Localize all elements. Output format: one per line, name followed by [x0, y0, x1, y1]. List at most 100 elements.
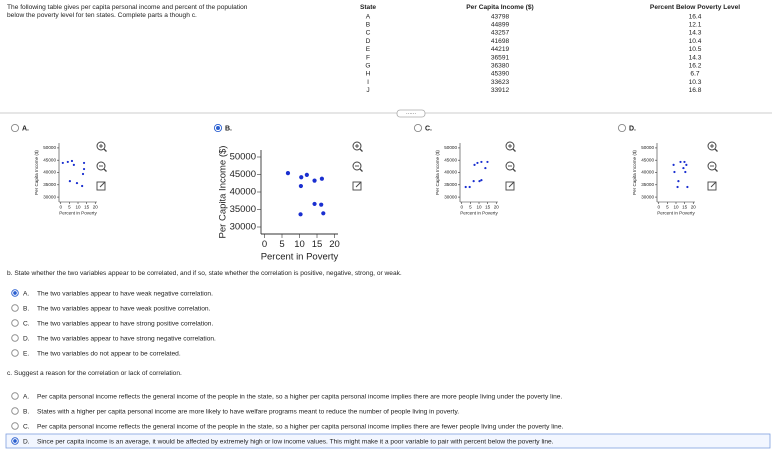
table-cell: 10.3	[689, 79, 702, 86]
y-axis-title: Per Capita Income ($)	[218, 146, 229, 239]
zoom-handle	[103, 148, 107, 152]
point	[464, 185, 467, 189]
table-header: Per Capita Income ($)	[466, 4, 533, 11]
zoom-handle	[359, 148, 363, 152]
zoom-icon[interactable]	[707, 161, 717, 171]
point	[683, 160, 686, 164]
x-axis-title: Percent in Poverty	[657, 210, 695, 215]
radio[interactable]	[11, 422, 19, 430]
table-cell: G	[365, 62, 370, 69]
point	[480, 179, 483, 182]
table-cell: F	[366, 54, 370, 61]
point	[66, 160, 69, 164]
radio[interactable]	[617, 123, 627, 133]
zoom-icon[interactable]	[352, 141, 362, 151]
y-tick-label: 35000	[230, 204, 256, 215]
table-cell: 33912	[491, 87, 510, 94]
table-cell: 36380	[491, 62, 510, 69]
y-tick-label: 45000	[230, 169, 256, 180]
option-label: B.	[23, 305, 29, 312]
y-tick-label: 45000	[641, 157, 654, 162]
x-tick-label: 20	[494, 204, 500, 209]
point	[75, 181, 79, 185]
zoom-icon[interactable]	[505, 141, 515, 151]
open-icon[interactable]	[505, 181, 515, 191]
table-cell: 10.4	[689, 38, 702, 45]
radio[interactable]	[11, 407, 19, 415]
y-tick-label: 50000	[444, 145, 457, 150]
open-arrow	[710, 181, 717, 188]
x-axis-title: Percent in Poverty	[460, 210, 498, 215]
table-cell: 36591	[491, 54, 510, 61]
y-tick-label: 45000	[444, 157, 457, 162]
zoom-icon[interactable]	[505, 161, 515, 171]
open-icon[interactable]	[96, 181, 106, 191]
handle-dots: ······	[406, 111, 416, 117]
point	[484, 166, 487, 170]
point	[61, 161, 64, 165]
option-label: D.	[23, 335, 30, 342]
zoom-handle	[359, 168, 363, 172]
zoom-icon[interactable]	[96, 141, 106, 151]
y-tick-label: 30000	[444, 194, 457, 199]
radio[interactable]	[11, 334, 19, 342]
table-cell: 16.2	[689, 62, 702, 69]
y-tick-label: 35000	[641, 182, 654, 187]
table-cell: 33623	[491, 79, 510, 86]
zoom-icon[interactable]	[707, 141, 717, 151]
radio[interactable]	[413, 123, 423, 133]
y-tick-label: 40000	[230, 187, 256, 198]
y-tick-label: 35000	[43, 182, 56, 187]
table-cell: 41698	[491, 38, 510, 45]
table-cell: 6.7	[690, 71, 699, 78]
zoom-handle	[714, 168, 718, 172]
x-tick-label: 0	[460, 204, 463, 209]
y-tick-label: 30000	[230, 222, 256, 233]
zoom-handle	[103, 168, 107, 172]
option-label: E.	[23, 350, 29, 357]
x-tick-label: 15	[682, 204, 688, 209]
point	[312, 178, 317, 183]
zoom-icon[interactable]	[352, 161, 362, 171]
x-tick-label: 10	[673, 204, 679, 209]
zoom-icon[interactable]	[96, 161, 106, 171]
point	[319, 176, 324, 181]
point	[285, 171, 291, 176]
radio[interactable]	[11, 319, 19, 327]
intro-line: The following table gives per capita per…	[7, 4, 248, 19]
option-label: C.	[23, 320, 30, 327]
table-cell: 10.5	[689, 46, 702, 53]
selected-highlight	[5, 433, 771, 449]
radio[interactable]	[11, 349, 19, 357]
point	[684, 170, 687, 174]
y-tick-label: 50000	[641, 145, 654, 150]
x-tick-label: 20	[329, 239, 340, 250]
table-cell: 43798	[491, 13, 510, 20]
y-axis-title: Per Capita Income ($)	[632, 150, 637, 195]
radio[interactable]	[11, 392, 19, 400]
point	[685, 163, 688, 166]
x-tick-label: 5	[469, 204, 472, 209]
open-icon[interactable]	[352, 181, 362, 191]
option-text: The two variables appear to have strong …	[37, 335, 216, 342]
drag-handle[interactable]	[396, 109, 426, 118]
zoom-handle	[512, 168, 516, 172]
point	[686, 185, 689, 189]
x-tick-label: 15	[485, 204, 491, 209]
point	[304, 172, 309, 177]
table-cell: C	[366, 30, 371, 37]
table-cell: 43257	[491, 30, 510, 37]
point	[312, 201, 317, 207]
radio[interactable]	[11, 304, 19, 312]
point	[676, 185, 679, 189]
y-tick-label: 40000	[444, 170, 457, 175]
radio[interactable]	[10, 123, 20, 133]
y-tick-label: 50000	[230, 152, 256, 163]
point	[473, 163, 476, 166]
option-label: D.	[23, 438, 30, 445]
point	[672, 163, 675, 166]
option-text: The two variables appear to have weak po…	[37, 305, 211, 312]
x-tick-label: 10	[75, 204, 81, 209]
open-icon[interactable]	[707, 181, 717, 191]
